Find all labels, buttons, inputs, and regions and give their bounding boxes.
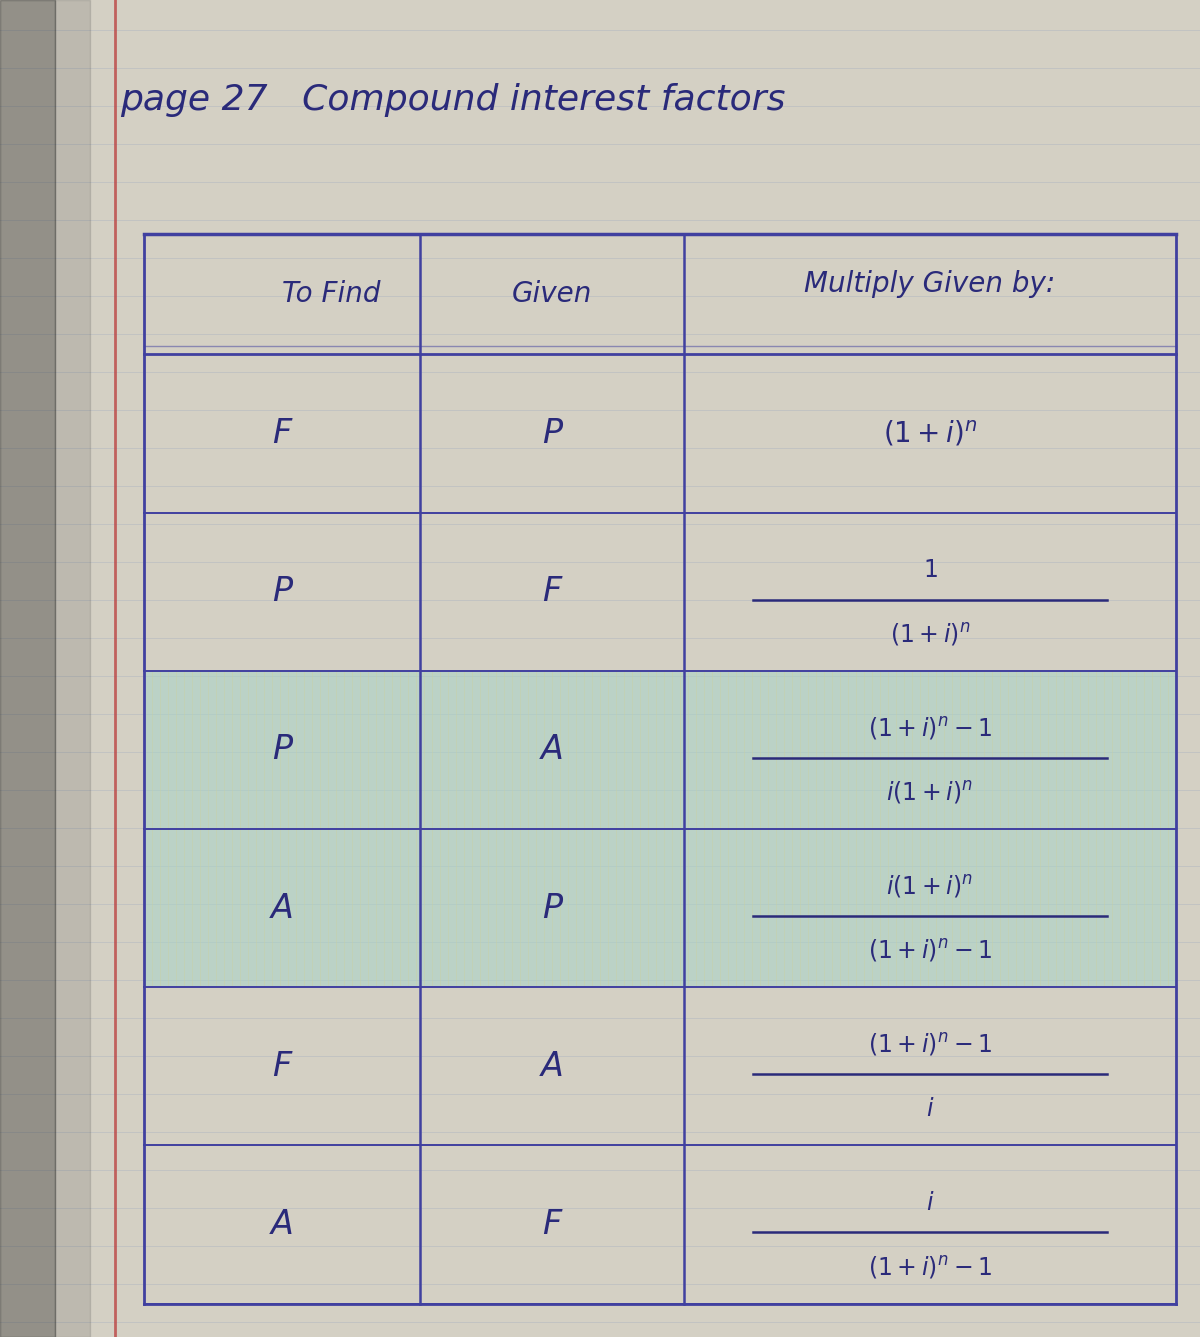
Text: $(1+i)^n$: $(1+i)^n$ [883, 418, 977, 448]
Text: A: A [540, 733, 564, 766]
Text: F: F [542, 575, 562, 608]
Text: $(1+i)^n - 1$: $(1+i)^n - 1$ [868, 937, 992, 964]
Text: $i$: $i$ [925, 1191, 935, 1215]
Text: $(1+i)^n - 1$: $(1+i)^n - 1$ [868, 715, 992, 742]
Text: $i(1+i)^n$: $i(1+i)^n$ [887, 873, 973, 900]
Text: A: A [540, 1050, 564, 1083]
Text: Given: Given [512, 281, 592, 308]
Text: A: A [270, 892, 294, 925]
Text: $(1+i)^n - 1$: $(1+i)^n - 1$ [868, 1254, 992, 1281]
Bar [144, 829, 1176, 987]
Text: F: F [542, 1207, 562, 1241]
Text: F: F [272, 1050, 292, 1083]
Text: $(1+i)^n$: $(1+i)^n$ [889, 620, 971, 648]
Text: P: P [542, 892, 562, 925]
Text: $i$: $i$ [925, 1096, 935, 1120]
Text: page 27   Compound interest factors: page 27 Compound interest factors [120, 83, 786, 118]
Text: $(1+i)^n - 1$: $(1+i)^n - 1$ [868, 1031, 992, 1058]
Text: $i(1+i)^n$: $i(1+i)^n$ [887, 779, 973, 806]
Text: P: P [542, 417, 562, 451]
Text: P: P [272, 733, 292, 766]
Text: F: F [272, 417, 292, 451]
Bar [144, 671, 1176, 829]
Text: Multiply Given by:: Multiply Given by: [804, 270, 1056, 298]
Text: P: P [272, 575, 292, 608]
Text: A: A [270, 1207, 294, 1241]
Text: $1$: $1$ [923, 558, 937, 582]
Text: To Find: To Find [282, 281, 380, 308]
